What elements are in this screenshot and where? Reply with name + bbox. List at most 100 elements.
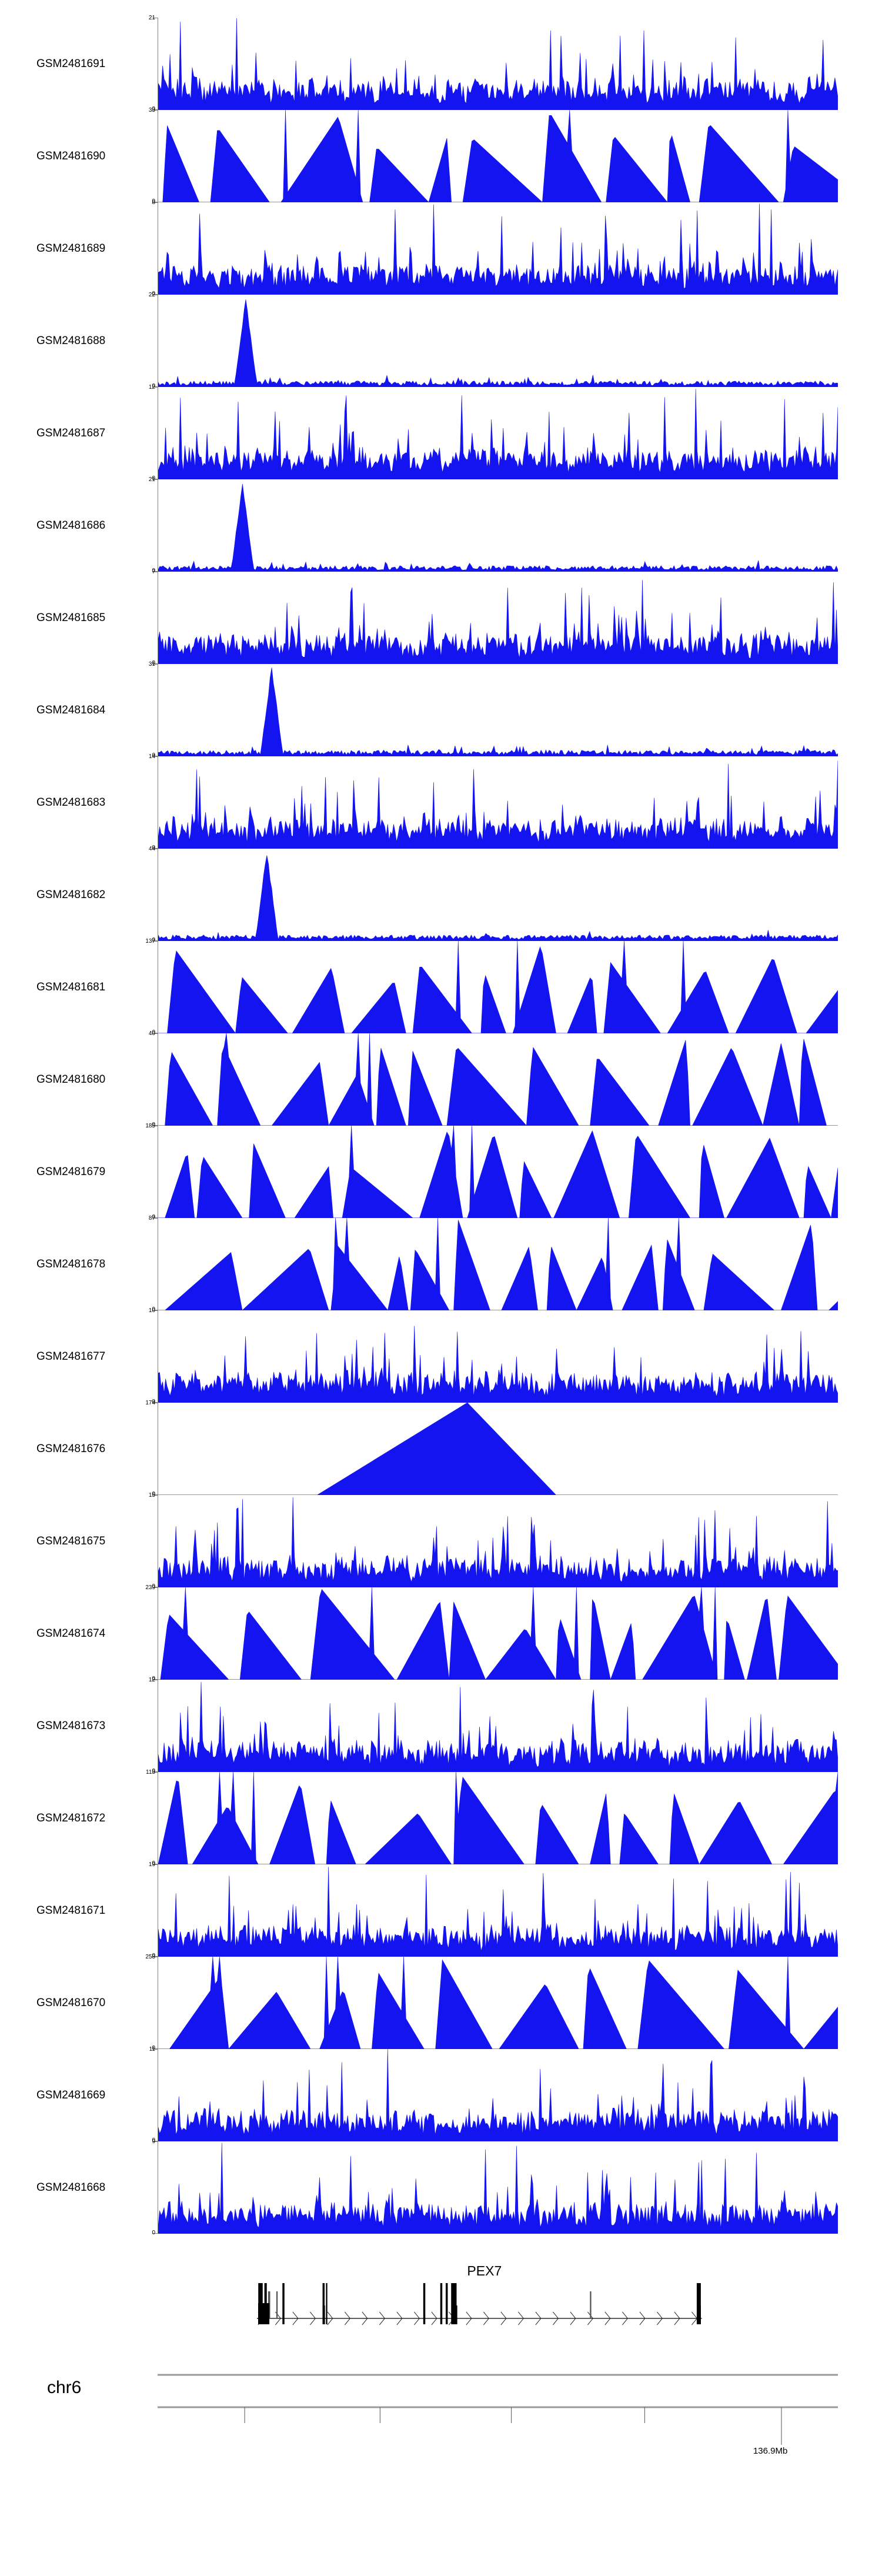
coverage-wiggle [158, 389, 838, 479]
strand-arrow-icon [344, 2311, 351, 2325]
coverage-track[interactable]: GSM2481676 174 0 [0, 1400, 882, 1497]
gene-cds-block [322, 2305, 325, 2324]
track-sample-label: GSM2481676 [36, 1442, 106, 1455]
coverage-track[interactable]: GSM2481670 258 0 [0, 1954, 882, 2051]
y-axis-min-label: 0 [152, 1583, 155, 1590]
y-axis-max-label: 137 [145, 938, 155, 945]
coverage-track[interactable]: GSM2481671 19 0 [0, 1862, 882, 1959]
track-plot-area[interactable]: 21 0 [149, 15, 838, 112]
coverage-wiggle [158, 1033, 838, 1126]
y-axis-max-label: 19 [148, 1861, 155, 1868]
strand-arrow-icon [396, 2311, 403, 2325]
y-axis-max-label: 22 [148, 292, 155, 298]
track-plot-area[interactable]: 31 0 [149, 662, 838, 759]
track-sample-label: GSM2481686 [36, 519, 106, 532]
y-axis-max-label: 239 [145, 1584, 155, 1591]
track-plot-area[interactable]: 137 0 [145, 939, 838, 1036]
y-axis-min-label: 0 [152, 2045, 155, 2051]
track-sample-label: GSM2481683 [36, 796, 106, 809]
coverage-track[interactable]: GSM2481668 9 0 [0, 2139, 882, 2236]
gene-annotation-track[interactable]: PEX7 [0, 2253, 882, 2335]
y-axis-tick [152, 2049, 158, 2050]
coordinate-tick-label: 136.9Mb [753, 2446, 788, 2456]
track-plot-area[interactable]: 12 0 [149, 1677, 838, 1774]
coverage-track[interactable]: GSM2481687 12 0 [0, 385, 882, 482]
y-axis-min-label: 0 [152, 383, 155, 389]
y-axis-tick [152, 1956, 158, 1957]
track-sample-label: GSM2481675 [36, 1534, 106, 1547]
chromosome-label: chr6 [47, 2378, 82, 2397]
y-axis-tick [152, 571, 158, 572]
coverage-track[interactable]: GSM2481683 14 0 [0, 754, 882, 851]
y-axis-min-label: 0 [152, 1214, 155, 1220]
coverage-track[interactable]: GSM2481669 11 0 [0, 2047, 882, 2144]
coverage-wiggle [158, 18, 838, 110]
track-sample-label: GSM2481681 [36, 980, 106, 993]
coverage-wiggle [158, 941, 838, 1033]
track-plot-area[interactable]: 15 0 [149, 1493, 838, 1590]
strand-arrow-icon [309, 2311, 316, 2325]
gene-model-graphic [256, 2283, 702, 2325]
gene-exon [322, 2283, 325, 2324]
coverage-track[interactable]: GSM2481681 137 0 [0, 939, 882, 1036]
track-sample-label: GSM2481668 [36, 2181, 106, 2194]
coverage-wiggle [158, 1587, 838, 1680]
coverage-track[interactable]: GSM2481677 10 0 [0, 1308, 882, 1405]
track-plot-area[interactable]: 10 0 [149, 1308, 838, 1405]
coverage-track[interactable]: GSM2481674 239 0 [0, 1585, 882, 1682]
y-axis-max-label: 9 [152, 2138, 155, 2145]
y-axis-max-label: 12 [148, 1677, 155, 1683]
coverage-track[interactable]: GSM2481686 21 0 [0, 477, 882, 574]
coverage-track[interactable]: GSM2481678 87 0 [0, 1216, 882, 1313]
y-axis-tick [152, 1587, 158, 1588]
coverage-track[interactable]: GSM2481682 44 0 [0, 846, 882, 943]
track-plot-area[interactable]: 113 0 [146, 1770, 838, 1867]
strand-arrow-icon [414, 2311, 420, 2325]
y-axis-max-label: 44 [148, 846, 155, 852]
y-axis-min-label: 0 [152, 2137, 155, 2144]
coverage-track[interactable]: GSM2481688 22 0 [0, 292, 882, 389]
track-plot-area[interactable]: 40 0 [149, 1031, 838, 1128]
coverage-track[interactable]: GSM2481685 7 0 [0, 569, 882, 666]
coverage-track[interactable]: GSM2481675 15 0 [0, 1493, 882, 1590]
y-axis-min-label: 0 [152, 1768, 155, 1774]
track-plot-area[interactable]: 87 0 [149, 1216, 838, 1313]
track-plot-area[interactable]: 185 0 [145, 1123, 838, 1220]
y-axis-min-label: 0 [152, 291, 155, 297]
y-axis-tick [152, 1310, 158, 1311]
track-plot-area[interactable]: 258 0 [145, 1954, 838, 2051]
track-plot-area[interactable]: 19 0 [149, 1862, 838, 1959]
track-plot-area[interactable]: 22 0 [149, 292, 838, 389]
coverage-track[interactable]: GSM2481689 8 0 [0, 200, 882, 297]
gene-cds-block [258, 2303, 270, 2324]
y-axis-tick [152, 109, 158, 110]
coverage-wiggle [158, 580, 838, 664]
strand-arrow-icon [553, 2311, 559, 2325]
track-plot-area[interactable]: 44 0 [149, 846, 838, 943]
coverage-track[interactable]: GSM2481684 31 0 [0, 662, 882, 759]
coverage-track[interactable]: GSM2481691 21 0 [0, 15, 882, 112]
track-plot-area[interactable]: 14 0 [149, 754, 838, 851]
track-sample-label: GSM2481689 [36, 242, 106, 255]
track-plot-area[interactable]: 11 0 [149, 2047, 838, 2144]
y-axis-max-label: 40 [148, 1030, 155, 1037]
track-plot-area[interactable]: 239 0 [145, 1585, 838, 1682]
track-plot-area[interactable]: 12 0 [149, 385, 838, 482]
coverage-track[interactable]: GSM2481672 113 0 [0, 1770, 882, 1867]
y-axis-min-label: 0 [152, 1676, 155, 1682]
coverage-track[interactable]: GSM2481679 185 0 [0, 1123, 882, 1220]
track-plot-area[interactable]: 33 0 [149, 108, 838, 205]
strand-arrow-icon [518, 2311, 524, 2325]
track-sample-label: GSM2481677 [36, 1350, 106, 1363]
track-plot-area[interactable]: 174 0 [145, 1400, 838, 1497]
coverage-track[interactable]: GSM2481673 12 0 [0, 1677, 882, 1774]
track-plot-area[interactable]: 21 0 [149, 477, 838, 574]
strand-arrow-icon [483, 2311, 490, 2325]
coverage-track[interactable]: GSM2481680 40 0 [0, 1031, 882, 1128]
coverage-track[interactable]: GSM2481690 33 0 [0, 108, 882, 205]
y-axis-tick [152, 479, 158, 480]
y-axis-max-label: 7 [152, 569, 155, 575]
